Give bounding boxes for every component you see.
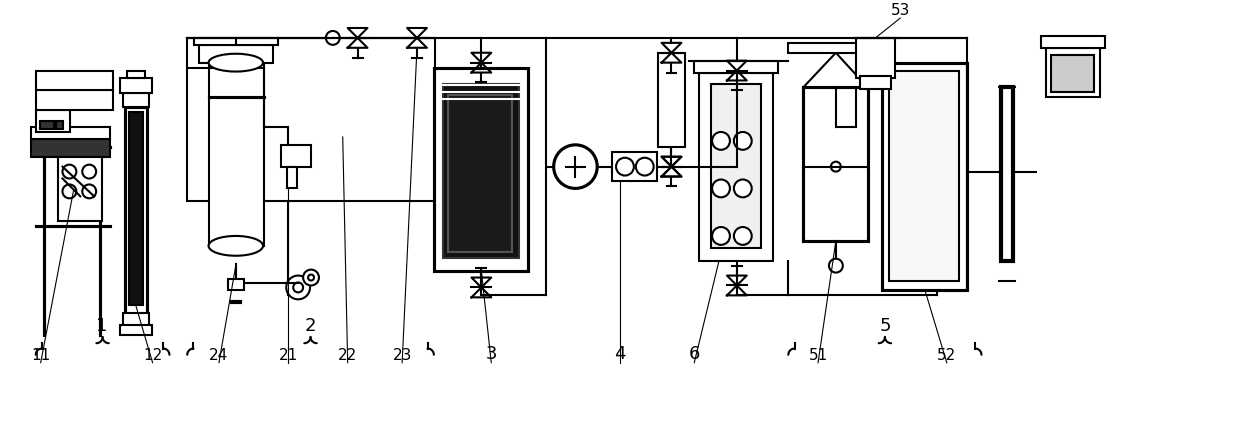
Bar — [443, 85, 520, 258]
Circle shape — [712, 180, 730, 197]
Bar — [1001, 87, 1013, 261]
Bar — [694, 61, 779, 72]
Bar — [120, 79, 151, 93]
Bar — [200, 45, 273, 62]
Circle shape — [62, 184, 77, 198]
Bar — [36, 90, 113, 110]
Bar — [195, 38, 278, 45]
Bar — [31, 127, 110, 139]
Bar — [36, 110, 71, 132]
Circle shape — [734, 180, 751, 197]
Bar — [889, 71, 959, 280]
Circle shape — [636, 158, 653, 175]
Circle shape — [712, 132, 730, 150]
Circle shape — [831, 162, 841, 171]
Text: 24: 24 — [210, 348, 228, 363]
Bar — [434, 68, 528, 271]
Bar — [281, 145, 311, 167]
Bar — [56, 121, 63, 129]
Bar — [288, 167, 298, 188]
Circle shape — [830, 259, 843, 273]
Bar — [123, 313, 149, 327]
Text: 51: 51 — [808, 348, 827, 363]
Text: 11: 11 — [31, 348, 51, 363]
Bar — [187, 38, 435, 201]
Bar — [1050, 55, 1095, 92]
Text: 3: 3 — [486, 345, 497, 363]
Circle shape — [553, 145, 598, 188]
Text: 53: 53 — [890, 3, 910, 18]
Text: 2: 2 — [304, 317, 316, 335]
Circle shape — [616, 158, 634, 175]
Text: 21: 21 — [279, 348, 298, 363]
Bar — [228, 279, 244, 290]
Text: 4: 4 — [614, 345, 626, 363]
Bar — [123, 93, 149, 107]
Bar — [657, 53, 686, 147]
Bar — [36, 71, 113, 90]
Ellipse shape — [208, 236, 263, 256]
Bar — [31, 139, 110, 157]
Text: 6: 6 — [688, 345, 699, 363]
Bar — [448, 95, 512, 252]
Circle shape — [82, 164, 97, 178]
Text: 22: 22 — [339, 348, 357, 363]
Text: 5: 5 — [879, 317, 892, 335]
Circle shape — [712, 227, 730, 245]
Bar — [789, 43, 883, 53]
Bar — [40, 121, 53, 129]
Bar — [1040, 36, 1105, 48]
Ellipse shape — [208, 54, 263, 72]
Text: 52: 52 — [937, 348, 956, 363]
Bar — [57, 157, 102, 221]
Circle shape — [303, 270, 319, 286]
Bar — [856, 38, 895, 78]
Bar — [125, 107, 146, 315]
Bar — [129, 112, 143, 305]
Circle shape — [82, 184, 97, 198]
Circle shape — [326, 31, 340, 45]
Bar — [804, 87, 868, 241]
Bar — [859, 76, 892, 89]
Bar — [126, 71, 145, 79]
Circle shape — [734, 132, 751, 150]
Circle shape — [62, 164, 77, 178]
Text: 23: 23 — [392, 348, 412, 363]
Text: 12: 12 — [143, 348, 162, 363]
Bar — [883, 62, 967, 290]
Circle shape — [286, 276, 310, 299]
Bar — [1045, 48, 1100, 97]
Bar — [210, 62, 264, 246]
Text: 1: 1 — [97, 317, 108, 335]
Bar — [613, 152, 657, 181]
Bar — [120, 325, 151, 335]
Circle shape — [308, 275, 314, 280]
Bar — [711, 85, 760, 248]
Circle shape — [293, 283, 303, 293]
Bar — [699, 72, 774, 261]
Circle shape — [734, 227, 751, 245]
